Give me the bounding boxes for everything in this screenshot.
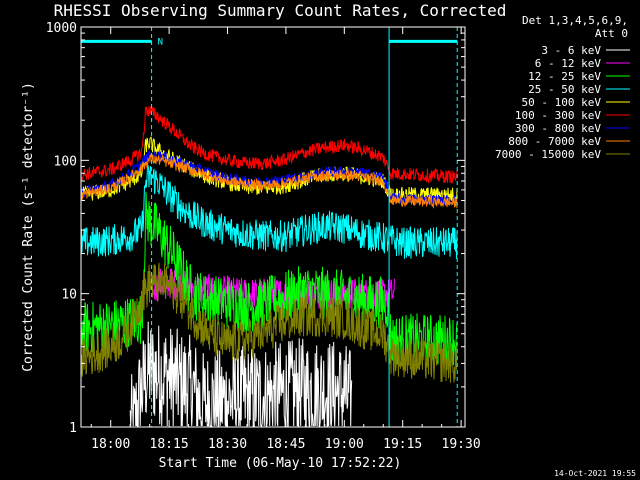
x-tick-label-2: 18:30 — [208, 437, 247, 452]
y-tick-label-3: 1000 — [46, 21, 77, 36]
timestamp-footer: 14-Oct-2021 19:55 — [554, 469, 636, 478]
x-axis: 18:00 18:15 18:30 18:45 19:00 19:15 19:30 — [90, 27, 481, 452]
series-trace-0 — [129, 321, 353, 427]
x-axis-label: Start Time (06-May-10 17:52:22) — [159, 456, 402, 471]
y-tick-label-1: 10 — [61, 288, 77, 303]
chart-title: RHESSI Observing Summary Count Rates, Co… — [54, 1, 507, 20]
x-tick-label-3: 18:45 — [266, 437, 305, 452]
series-trace-5 — [80, 106, 458, 184]
legend-label-8: 7000 - 15000 keV — [495, 148, 601, 161]
legend-label-4: 50 - 100 keV — [522, 96, 602, 109]
legend-header-line-2: Att 0 — [595, 27, 628, 40]
legend-label-5: 100 - 300 keV — [515, 109, 601, 122]
y-axis: 1 10 100 1000 — [46, 21, 465, 436]
y-tick-label-2: 100 — [54, 154, 77, 169]
series-trace-3 — [80, 164, 458, 259]
legend-label-0: 3 - 6 keV — [541, 44, 601, 57]
legend-label-1: 6 - 12 keV — [535, 57, 602, 70]
x-tick-label-0: 18:00 — [91, 437, 130, 452]
series-trace-7 — [80, 154, 458, 209]
plot-data — [80, 106, 458, 427]
x-tick-label-1: 18:15 — [150, 437, 189, 452]
flag-label: N — [158, 37, 163, 47]
x-tick-label-4: 19:00 — [325, 437, 364, 452]
x-tick-label-6: 19:30 — [442, 437, 481, 452]
series-trace-2 — [80, 191, 458, 367]
series-trace-8 — [80, 262, 458, 383]
plot-frame — [80, 26, 466, 428]
legend-header-line-1: Det 1,3,4,5,6,9, — [522, 14, 628, 27]
y-tick-label-0: 1 — [69, 421, 77, 436]
legend-label-2: 12 - 25 keV — [528, 70, 601, 83]
x-tick-label-5: 19:15 — [383, 437, 422, 452]
legend-label-6: 300 - 800 keV — [515, 122, 601, 135]
legend-label-3: 25 - 50 keV — [528, 83, 601, 96]
y-axis-label: Corrected Count Rate (s⁻¹ detector⁻¹) — [21, 82, 36, 372]
legend-label-7: 800 - 7000 keV — [508, 135, 601, 148]
series-trace-4 — [80, 136, 458, 205]
